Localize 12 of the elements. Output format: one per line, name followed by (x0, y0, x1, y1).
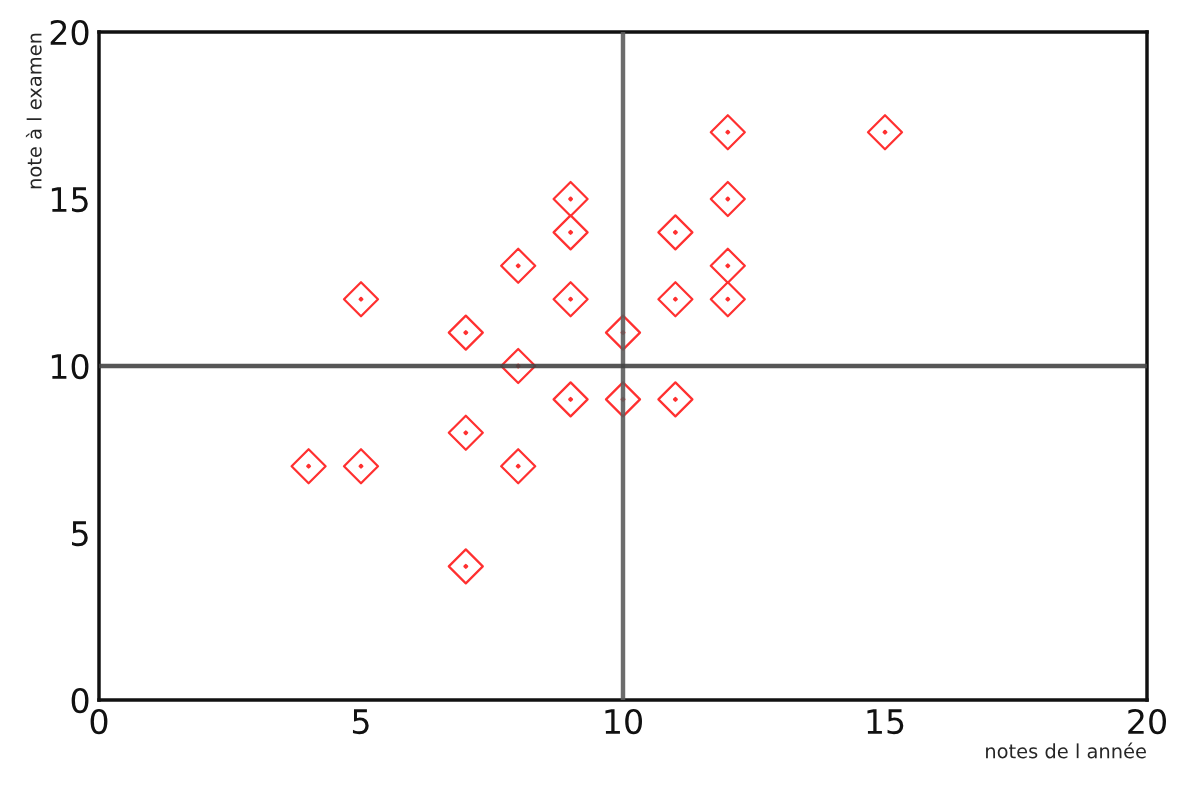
y-tick-label: 0 (71, 687, 89, 714)
x-tick-label: 15 (867, 709, 904, 735)
y-tick-label: 20 (50, 19, 89, 46)
y-axis-title: note à l examen (25, 33, 42, 189)
x-tick-label: 20 (1128, 708, 1166, 735)
y-tick-label: 5 (72, 521, 88, 547)
y-tick-label: 15 (51, 187, 88, 213)
x-tick-label: 5 (352, 709, 369, 735)
x-axis-title: notes de l année (986, 742, 1146, 759)
x-tick-label: 0 (90, 708, 108, 735)
y-tick-label: 10 (51, 353, 89, 380)
x-tick-label: 10 (605, 708, 642, 735)
